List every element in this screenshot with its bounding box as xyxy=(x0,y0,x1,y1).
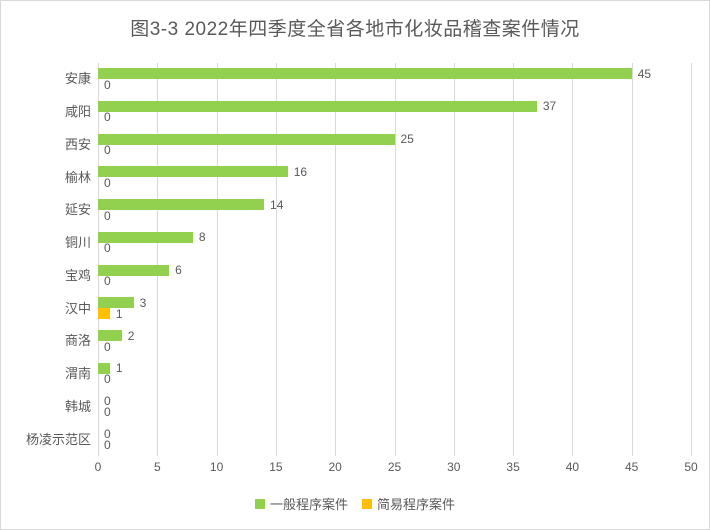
gridline xyxy=(98,63,99,456)
category-label: 咸阳 xyxy=(64,104,91,120)
x-tick-label: 25 xyxy=(387,460,402,474)
data-label-simple: 1 xyxy=(115,306,123,321)
x-tick-label: 40 xyxy=(565,460,580,474)
data-label-simple: 0 xyxy=(104,175,111,190)
bar-general xyxy=(98,199,265,210)
category-label: 安康 xyxy=(64,71,91,87)
gridline xyxy=(216,63,218,456)
gridline xyxy=(394,63,396,456)
data-label-general: 25 xyxy=(400,132,414,146)
chart-title: 图3-3 2022年四季度全省各地市化妆品稽查案件情况 xyxy=(130,19,580,40)
x-tick-label: 50 xyxy=(684,460,698,474)
bar-general xyxy=(98,133,395,145)
bar-general xyxy=(98,330,122,341)
legend-label: 一般程序案件 xyxy=(269,497,348,512)
x-tick-label: 20 xyxy=(328,460,342,474)
category-label: 西安 xyxy=(64,136,91,152)
gridline xyxy=(631,63,633,456)
bar-general xyxy=(98,100,537,112)
data-label-simple: 0 xyxy=(104,372,111,387)
category-label: 宝鸡 xyxy=(64,267,91,283)
category-label: 汉中 xyxy=(64,300,91,316)
data-label-general: 0 xyxy=(104,426,111,441)
bar-general xyxy=(98,68,632,79)
legend-item: 一般程序案件 xyxy=(254,494,348,513)
category-label: 渭南 xyxy=(64,366,91,382)
data-label-general: 2 xyxy=(127,328,135,343)
data-label-general: 14 xyxy=(270,197,284,212)
data-label-general: 45 xyxy=(637,66,652,81)
bar-general xyxy=(98,297,134,309)
data-label-simple: 0 xyxy=(104,339,111,354)
data-label-general: 37 xyxy=(542,99,557,114)
gridline xyxy=(691,63,692,456)
x-tick-label: 45 xyxy=(625,460,639,474)
x-tick-label: 10 xyxy=(209,460,224,474)
x-tick-label: 15 xyxy=(269,460,283,474)
data-label-simple: 0 xyxy=(104,405,111,419)
data-label-general: 8 xyxy=(198,230,206,245)
data-label-simple: 0 xyxy=(104,77,111,92)
gridline xyxy=(157,63,159,456)
legend-swatch-icon xyxy=(362,498,372,509)
data-label-general: 16 xyxy=(293,164,308,179)
legend-label: 简易程序案件 xyxy=(377,497,456,512)
x-tick-label: 5 xyxy=(153,460,161,474)
category-label: 杨凌示范区 xyxy=(25,431,91,447)
data-label-simple: 0 xyxy=(104,110,111,125)
x-tick-label: 30 xyxy=(447,460,461,474)
gridline xyxy=(453,63,455,456)
legend-swatch-icon xyxy=(254,498,265,509)
data-label-general: 6 xyxy=(175,263,182,277)
gridline xyxy=(275,63,277,456)
gridline xyxy=(513,63,515,456)
x-tick-label: 0 xyxy=(94,460,102,474)
data-label-general: 3 xyxy=(139,295,147,310)
category-label: 韩城 xyxy=(64,398,91,414)
bar-general xyxy=(98,166,288,178)
data-label-simple: 0 xyxy=(104,143,111,157)
gridline xyxy=(335,63,337,456)
category-label: 榆林 xyxy=(64,169,91,185)
data-label-simple: 0 xyxy=(104,241,111,256)
data-label-simple: 0 xyxy=(104,274,111,288)
gridline xyxy=(572,63,574,456)
x-tick-label: 35 xyxy=(506,460,520,474)
data-label-general: 1 xyxy=(115,361,123,376)
legend: 一般程序案件 简易程序案件 xyxy=(1,494,709,513)
data-label-simple: 0 xyxy=(104,208,111,223)
bar-simple xyxy=(98,308,110,320)
data-label-simple: 0 xyxy=(104,437,111,452)
bar-general xyxy=(98,362,110,374)
data-label-general: 0 xyxy=(104,394,111,408)
legend-item: 简易程序案件 xyxy=(362,494,455,513)
category-label: 铜川 xyxy=(64,235,91,251)
category-label: 延安 xyxy=(64,202,91,218)
bar-general xyxy=(98,231,193,243)
bar-general xyxy=(98,264,170,276)
category-label: 商洛 xyxy=(64,333,91,349)
